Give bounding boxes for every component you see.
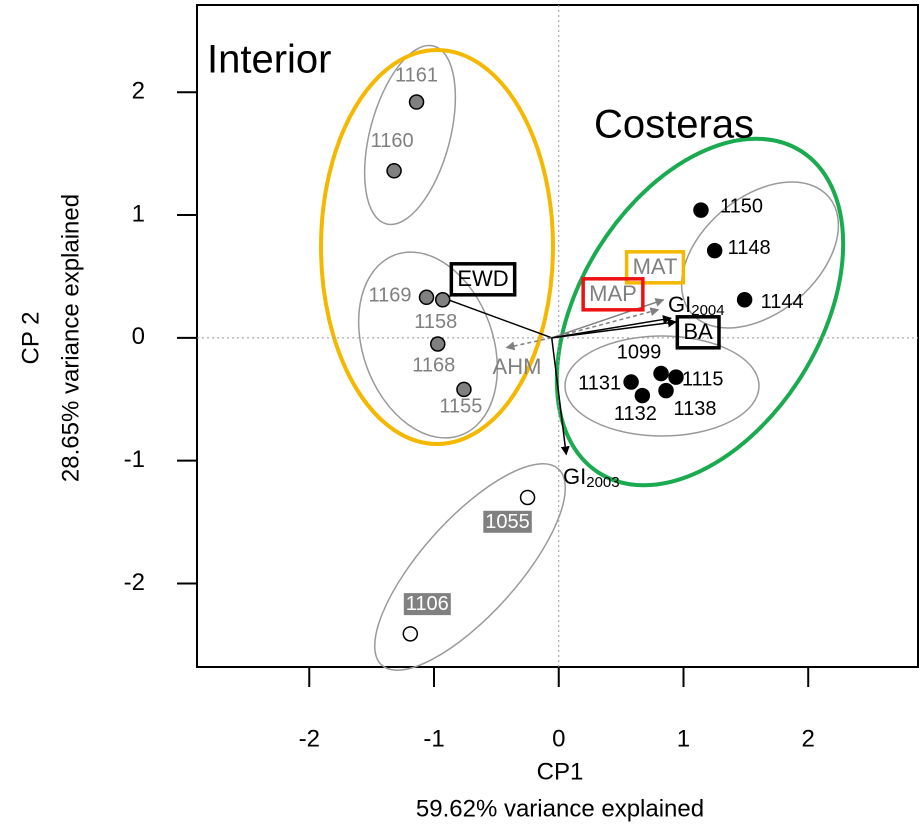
y-tick-label: -1 — [124, 446, 145, 473]
cluster-ellipse — [373, 463, 567, 671]
vector-label-text: MAT — [633, 254, 678, 279]
y-tick-label: -2 — [124, 569, 145, 596]
vector-label-text: GI — [563, 464, 586, 489]
point-label: 1160 — [371, 130, 414, 152]
vector-label: MAP — [589, 281, 637, 306]
point — [429, 336, 446, 352]
point-label: 1150 — [720, 195, 763, 217]
vector-box — [449, 262, 517, 297]
vector-box — [624, 250, 686, 285]
point-label: 1158 — [414, 311, 457, 333]
plot-frame — [196, 4, 919, 668]
y-tick-label: 1 — [132, 200, 145, 227]
point-label: 1168 — [412, 354, 455, 376]
point-label: 1155 — [439, 396, 482, 418]
x-tick-label: 1 — [677, 725, 690, 752]
point-label: 1148 — [728, 237, 771, 259]
group-ellipse — [319, 48, 555, 446]
x-tick-label: 2 — [802, 725, 815, 752]
point — [706, 242, 723, 259]
point — [418, 289, 435, 306]
vector-label-sub: 2003 — [586, 474, 619, 491]
loading-vector — [505, 337, 552, 351]
point-label: 1144 — [761, 291, 804, 313]
vector-label-text: EWD — [457, 266, 508, 291]
point — [668, 369, 684, 385]
point-label-background — [483, 510, 532, 533]
cluster-ellipse — [564, 335, 760, 437]
x-tick-label: -1 — [423, 725, 444, 752]
point — [408, 94, 425, 110]
point — [386, 163, 402, 179]
point — [434, 292, 451, 308]
point — [634, 387, 651, 404]
y-axis-title: CP 2 — [17, 312, 44, 365]
vector-label-text: BA — [683, 319, 713, 344]
point-label: 1169 — [369, 285, 412, 307]
y-tick-label: 0 — [132, 323, 145, 350]
vector-label-text: MAP — [589, 281, 637, 306]
x-tick-label: -2 — [299, 725, 320, 752]
vector-label-text: GI — [668, 292, 691, 317]
x-axis-title: CP1 — [537, 758, 584, 785]
vector-label: GI2003 — [563, 464, 620, 491]
vector-box — [581, 277, 645, 312]
point-label: 1161 — [395, 64, 438, 86]
loading-vector — [440, 295, 553, 339]
cluster-ellipse — [363, 44, 457, 226]
vector-label: MAT — [633, 254, 678, 279]
point-label: 1131 — [578, 372, 621, 394]
vector-label: BA — [683, 319, 713, 344]
point-label: 1099 — [617, 342, 662, 364]
loading-vector — [551, 318, 677, 339]
group-label: Costeras — [594, 103, 754, 147]
y-tick-label: 2 — [132, 78, 145, 105]
point — [623, 374, 639, 390]
point — [736, 292, 753, 308]
cluster-ellipses — [357, 44, 840, 671]
group-label: Interior — [207, 38, 332, 82]
vector-label-text: AHM — [493, 354, 542, 379]
cluster-ellipse — [357, 251, 499, 439]
point-label-background — [403, 593, 451, 616]
point-label: 1106 — [406, 593, 449, 615]
vector-label: EWD — [457, 266, 508, 291]
vector-box — [675, 315, 721, 350]
point-label: 1055 — [485, 511, 530, 533]
loading-vector — [551, 298, 665, 339]
vector-label: AHM — [493, 354, 542, 379]
x-tick-label: 0 — [552, 725, 565, 752]
loading-vector — [551, 337, 570, 456]
x-axis-subtitle: 59.62% variance explained — [416, 795, 704, 822]
point-label: 1115 — [682, 368, 724, 390]
vector-label: GI2004 — [668, 292, 725, 319]
group-ellipse — [554, 136, 846, 488]
point-label: 1138 — [674, 398, 717, 420]
point — [456, 381, 472, 398]
loading-vector — [551, 307, 660, 339]
cluster-ellipse — [680, 181, 840, 329]
point — [653, 365, 669, 382]
point — [658, 382, 674, 399]
point-label: 1132 — [614, 403, 657, 425]
point — [519, 489, 536, 506]
vector-label-sub: 2004 — [691, 302, 724, 319]
y-axis-subtitle: 28.65% variance explained — [57, 194, 84, 482]
point — [693, 202, 709, 218]
point — [402, 626, 419, 642]
